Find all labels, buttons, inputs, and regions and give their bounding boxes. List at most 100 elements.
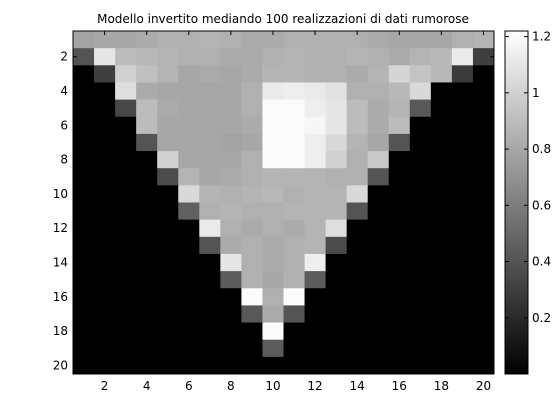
- heatmap-cell-r3-c9: [241, 65, 263, 83]
- heatmap-cell-r18-c16: [388, 322, 411, 341]
- heatmap-cell-r16-c15: [367, 288, 390, 306]
- heatmap-cell-r15-c19: [451, 271, 474, 289]
- heatmap-cell-r11-c18: [430, 202, 453, 221]
- heatmap-cell-r7-c11: [283, 133, 306, 152]
- heatmap-cell-r2-c16: [388, 48, 411, 66]
- heatmap-cell-r8-c14: [346, 151, 369, 169]
- heatmap-cell-r13-c10: [262, 236, 284, 255]
- heatmap-cell-r11-c14: [346, 202, 369, 221]
- heatmap-cell-r17-c15: [367, 305, 390, 324]
- heatmap-cell-r16-c18: [430, 288, 453, 306]
- x-tick-label: 10: [265, 379, 280, 393]
- heatmap-cell-r5-c7: [199, 99, 221, 118]
- heatmap-cell-r2-c7: [199, 48, 221, 66]
- heatmap-cell-r12-c16: [388, 219, 411, 238]
- heatmap-cell-r7-c1: [73, 133, 95, 152]
- heatmap-cell-r19-c1: [73, 339, 95, 358]
- heatmap-cell-r20-c14: [346, 356, 369, 375]
- heatmap-cell-r8-c2: [94, 151, 116, 169]
- heatmap-cell-r4-c8: [220, 82, 242, 101]
- heatmap-cell-r3-c2: [94, 65, 116, 83]
- heatmap-cell-r6-c15: [367, 116, 390, 135]
- heatmap-cell-r10-c9: [241, 185, 263, 203]
- heatmap-cell-r9-c1: [73, 168, 95, 186]
- heatmap-cell-r3-c7: [199, 65, 221, 83]
- heatmap-cell-r6-c8: [220, 116, 242, 135]
- heatmap-cell-r16-c12: [304, 288, 327, 306]
- heatmap-cell-r16-c2: [94, 288, 116, 306]
- heatmap-cell-r9-c13: [325, 168, 348, 186]
- heatmap-cell-r11-c3: [115, 202, 137, 221]
- heatmap-cell-r3-c20: [472, 65, 495, 83]
- heatmap-cell-r8-c3: [115, 151, 137, 169]
- heatmap-cell-r1-c10: [262, 31, 284, 49]
- heatmap-cells: [73, 31, 495, 375]
- heatmap-cell-r1-c19: [451, 31, 474, 49]
- heatmap-cell-r10-c13: [325, 185, 348, 203]
- heatmap-cell-r9-c3: [115, 168, 137, 186]
- x-tick-label: 8: [227, 379, 235, 393]
- heatmap-cell-r13-c20: [472, 236, 495, 255]
- heatmap-cell-r19-c11: [283, 339, 306, 358]
- heatmap-cell-r12-c17: [409, 219, 432, 238]
- heatmap-cell-r20-c17: [409, 356, 432, 375]
- heatmap-cell-r3-c5: [157, 65, 179, 83]
- heatmap-cell-r15-c20: [472, 271, 495, 289]
- heatmap-cell-r20-c11: [283, 356, 306, 375]
- heatmap-cell-r9-c10: [262, 168, 284, 186]
- heatmap-cell-r18-c17: [409, 322, 432, 341]
- heatmap-cell-r15-c13: [325, 271, 348, 289]
- chart-title: Modello invertito mediando 100 realizzaz…: [97, 12, 469, 26]
- heatmap-cell-r3-c3: [115, 65, 137, 83]
- heatmap-cell-r4-c1: [73, 82, 95, 101]
- heatmap-cell-r1-c15: [367, 31, 390, 49]
- heatmap-cell-r11-c19: [451, 202, 474, 221]
- heatmap-cell-r12-c20: [472, 219, 495, 238]
- heatmap-cell-r18-c20: [472, 322, 495, 341]
- heatmap-cell-r14-c3: [115, 253, 137, 272]
- heatmap-cell-r12-c8: [220, 219, 242, 238]
- heatmap-cell-r20-c4: [136, 356, 158, 375]
- heatmap-cell-r5-c8: [220, 99, 242, 118]
- heatmap-cell-r6-c14: [346, 116, 369, 135]
- heatmap-cell-r14-c8: [220, 253, 242, 272]
- heatmap-cell-r2-c19: [451, 48, 474, 66]
- heatmap-cell-r13-c18: [430, 236, 453, 255]
- heatmap-cell-r14-c11: [283, 253, 306, 272]
- x-tick-label: 14: [350, 379, 365, 393]
- heatmap-cell-r6-c17: [409, 116, 432, 135]
- heatmap-cell-r6-c6: [178, 116, 200, 135]
- heatmap-cell-r16-c20: [472, 288, 495, 306]
- heatmap-cell-r16-c3: [115, 288, 137, 306]
- heatmap-cell-r8-c15: [367, 151, 390, 169]
- y-tick-label: 20: [53, 358, 68, 372]
- heatmap-cell-r9-c12: [304, 168, 327, 186]
- heatmap-cell-r19-c20: [472, 339, 495, 358]
- heatmap-cell-r8-c8: [220, 151, 242, 169]
- heatmap-cell-r19-c6: [178, 339, 200, 358]
- heatmap-cell-r11-c20: [472, 202, 495, 221]
- heatmap-cell-r17-c5: [157, 305, 179, 324]
- heatmap-cell-r11-c11: [283, 202, 306, 221]
- heatmap-cell-r7-c10: [262, 133, 284, 152]
- heatmap-cell-r13-c4: [136, 236, 158, 255]
- heatmap-cell-r11-c5: [157, 202, 179, 221]
- heatmap-cell-r12-c4: [136, 219, 158, 238]
- heatmap-cell-r6-c10: [262, 116, 284, 135]
- heatmap-cell-r3-c10: [262, 65, 284, 83]
- heatmap-cell-r16-c16: [388, 288, 411, 306]
- y-tick-label: 8: [60, 153, 68, 167]
- heatmap-cell-r9-c15: [367, 168, 390, 186]
- heatmap-cell-r5-c3: [115, 99, 137, 118]
- heatmap-cell-r6-c3: [115, 116, 137, 135]
- heatmap-cell-r20-c12: [304, 356, 327, 375]
- heatmap-cell-r8-c4: [136, 151, 158, 169]
- heatmap-cell-r17-c9: [241, 305, 263, 324]
- heatmap-cell-r2-c11: [283, 48, 306, 66]
- heatmap-cell-r14-c19: [451, 253, 474, 272]
- heatmap-cell-r13-c5: [157, 236, 179, 255]
- heatmap-cell-r15-c2: [94, 271, 116, 289]
- heatmap-cell-r10-c19: [451, 185, 474, 203]
- heatmap-cell-r8-c12: [304, 151, 327, 169]
- heatmap-cell-r10-c1: [73, 185, 95, 203]
